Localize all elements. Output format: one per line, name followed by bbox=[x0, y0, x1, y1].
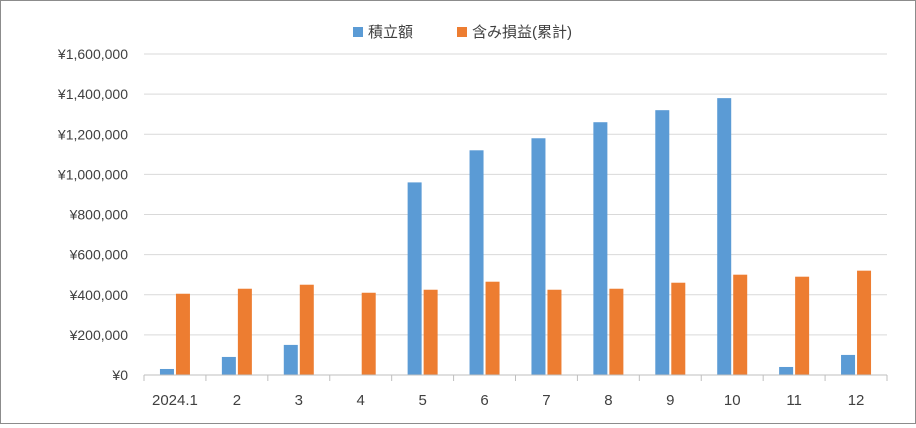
bar-series2 bbox=[609, 288, 624, 375]
bar-series1 bbox=[283, 344, 298, 375]
x-tick-label: 6 bbox=[480, 392, 488, 409]
bar-series1 bbox=[717, 98, 732, 375]
bar-series1 bbox=[469, 150, 484, 375]
y-tick-label: ¥0 bbox=[111, 367, 128, 383]
x-tick-label: 5 bbox=[418, 392, 426, 409]
bar-series1 bbox=[655, 110, 670, 376]
bar-series2 bbox=[423, 289, 438, 375]
bar-series1 bbox=[779, 366, 794, 375]
x-tick-label: 9 bbox=[666, 392, 674, 409]
y-tick-label: ¥1,000,000 bbox=[57, 166, 128, 182]
bar-series1 bbox=[221, 356, 236, 375]
bar-series2 bbox=[299, 284, 314, 375]
bar-series1 bbox=[531, 138, 546, 375]
y-tick-label: ¥600,000 bbox=[69, 247, 129, 263]
bar-series2 bbox=[175, 293, 190, 375]
x-tick-label: 10 bbox=[724, 392, 741, 409]
bar-series2 bbox=[237, 288, 252, 375]
bar-series2 bbox=[361, 292, 376, 375]
bar-series2 bbox=[485, 281, 500, 375]
legend-swatch-series1 bbox=[353, 27, 363, 37]
x-tick-label: 11 bbox=[786, 392, 802, 409]
legend-label-series2: 含み損益(累計) bbox=[472, 24, 572, 41]
bar-series2 bbox=[795, 276, 810, 375]
legend-label-series1: 積立額 bbox=[368, 24, 413, 41]
bar-series2 bbox=[671, 282, 686, 375]
y-tick-label: ¥800,000 bbox=[69, 207, 129, 223]
bar-series2 bbox=[733, 274, 748, 375]
bar-series2 bbox=[857, 270, 872, 375]
x-tick-label: 3 bbox=[295, 392, 303, 409]
bar-series1 bbox=[593, 122, 608, 376]
x-tick-label: 4 bbox=[357, 392, 365, 409]
bar-series1 bbox=[407, 182, 422, 375]
y-tick-label: ¥1,200,000 bbox=[57, 126, 128, 142]
x-tick-label: 7 bbox=[542, 392, 550, 409]
y-tick-label: ¥1,600,000 bbox=[57, 46, 128, 62]
y-tick-label: ¥400,000 bbox=[69, 287, 129, 303]
x-tick-label: 12 bbox=[848, 392, 865, 409]
y-tick-label: ¥200,000 bbox=[69, 327, 129, 343]
bar-series1 bbox=[841, 354, 856, 375]
x-tick-label: 2024.1 bbox=[152, 392, 198, 409]
y-tick-label: ¥1,400,000 bbox=[57, 86, 128, 102]
x-tick-label: 8 bbox=[604, 392, 612, 409]
legend-swatch-series2 bbox=[457, 27, 467, 37]
x-tick-label: 2 bbox=[233, 392, 241, 409]
bar-series2 bbox=[547, 289, 562, 375]
bar-series1 bbox=[159, 368, 174, 375]
